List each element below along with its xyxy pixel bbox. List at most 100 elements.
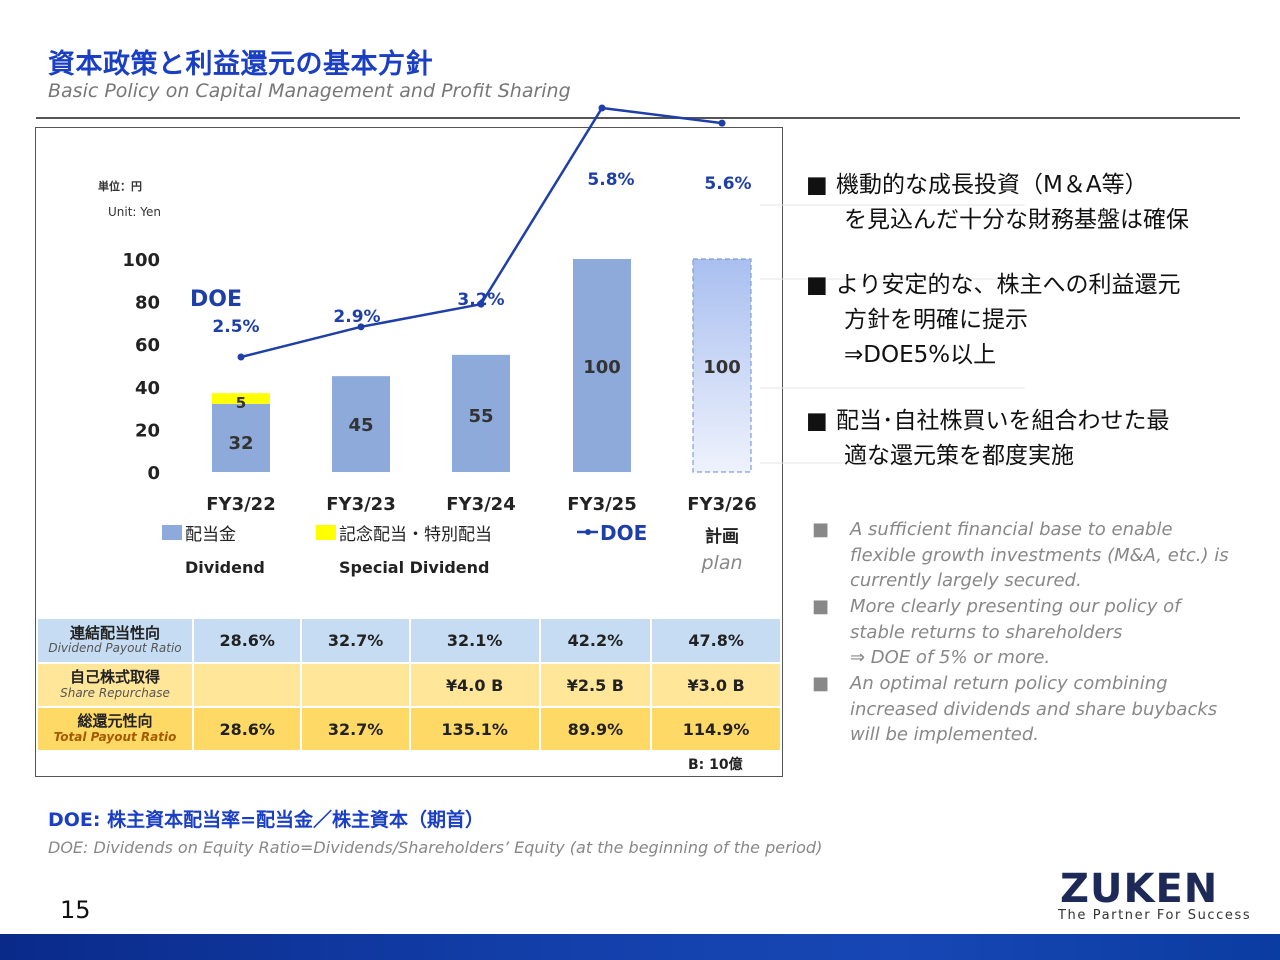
x-tick-label: FY3/25 <box>567 494 636 515</box>
square-bullet-icon: ■ <box>806 272 828 298</box>
y-tick-label: 60 <box>135 335 160 356</box>
square-bullet-icon: ■ <box>806 408 828 434</box>
table-row-header: 自己株式取得 Share Repurchase <box>38 664 192 706</box>
row-label-jp: 連結配当性向 <box>69 623 160 642</box>
doe-value-label: 3.2% <box>457 290 504 310</box>
doe-point <box>357 323 365 331</box>
table-cell: 28.6% <box>194 708 301 750</box>
table-cell: ¥3.0 B <box>652 664 780 706</box>
dividend-value-label: 100 <box>703 357 741 378</box>
table-cell <box>194 664 301 706</box>
table-row: 総還元性向 Total Payout Ratio 28.6% 32.7% 135.1% 8… <box>38 708 780 750</box>
doe-point <box>477 300 485 308</box>
y-tick-label: 0 <box>147 463 160 484</box>
dividend-value-label: 100 <box>583 357 621 378</box>
bullet-line: ⇒DOE5%以上 <box>844 342 997 368</box>
y-tick-label: 20 <box>135 420 160 441</box>
zuken-logo: ZUKEN <box>1060 866 1219 912</box>
bullet-jp: ■ 配当･自社株買いを組合わせた最適な還元策を都度実施 <box>806 404 1170 474</box>
table-cell: 32.1% <box>410 619 539 662</box>
bullet-en: ■ A sufficient financial base to enable fl… <box>812 517 1229 594</box>
special-dividend-value-label: 5 <box>236 394 246 412</box>
dividend-value-label: 45 <box>348 415 373 436</box>
bullet-line: More clearly presenting our policy of <box>850 596 1181 617</box>
bullet-line: を見込んだ十分な財務基盤は確保 <box>844 207 1189 233</box>
legend-swatch-dividend <box>162 525 182 540</box>
square-bullet-icon: ■ <box>806 172 828 198</box>
title-divider <box>36 117 1240 119</box>
doe-series-label: DOE <box>190 287 242 312</box>
bullet-en: ■ An optimal return policy combining incre… <box>812 671 1217 748</box>
doe-definition-jp: DOE: 株主資本配当率=配当金／株主資本（期首） <box>48 809 485 831</box>
doe-value-label: 2.9% <box>333 307 380 327</box>
legend-swatch-special <box>316 525 336 540</box>
table-cell: 114.9% <box>652 708 780 750</box>
bullet-jp: ■ 機動的な成長投資（M＆A等） を見込んだ十分な財務基盤は確保 <box>806 168 1189 238</box>
bullet-line: stable returns to shareholders <box>850 621 1123 643</box>
square-bullet-icon: ■ <box>812 596 830 617</box>
legend-swatch-doe-point <box>585 529 591 535</box>
table-row-header: 総還元性向 Total Payout Ratio <box>38 708 192 750</box>
bullet-line: A sufficient financial base to enable <box>850 519 1173 540</box>
doe-value-label: 5.8% <box>587 170 634 190</box>
legend-label-doe: DOE <box>600 521 647 545</box>
row-label-en: Dividend Payout Ratio <box>48 641 182 656</box>
dividend-bar-plan <box>692 258 752 473</box>
doe-point <box>718 119 726 127</box>
bullet-line: より安定的な、株主への利益還元 <box>836 272 1181 298</box>
plan-label-en: plan <box>700 552 742 574</box>
table-cell: 32.7% <box>302 619 409 662</box>
legend-label-special: 記念配当・特別配当 <box>339 524 492 545</box>
dividend-bar <box>573 259 631 472</box>
chart-frame <box>35 127 783 777</box>
page-title: 資本政策と利益還元の基本方針 <box>48 49 433 80</box>
table-cell: 42.2% <box>540 619 651 662</box>
unit-label-jp: 単位：円 <box>98 179 142 193</box>
table-cell <box>302 664 409 706</box>
row-label-en: Share Repurchase <box>60 685 170 700</box>
special-dividend-bar <box>212 393 270 404</box>
table-cell: ¥2.5 B <box>540 664 651 706</box>
table-cell: 89.9% <box>540 708 651 750</box>
square-bullet-icon: ■ <box>812 673 830 694</box>
payout-table: 連結配当性向 Dividend Payout Ratio 28.6% 32.7% 32.… <box>36 617 782 752</box>
bullet-line: increased dividends and share buybacks <box>850 698 1218 720</box>
bullet-line: will be implemented. <box>850 724 1039 745</box>
bullet-line: currently largely secured. <box>850 570 1082 591</box>
dividend-value-label: 55 <box>468 406 493 427</box>
bullet-line: 配当･自社株買いを組合わせた最 <box>836 408 1170 434</box>
doe-point <box>598 104 606 112</box>
plan-label-jp: 計画 <box>705 526 739 547</box>
doe-value-label: 5.6% <box>704 174 751 194</box>
dividend-bar <box>212 403 270 472</box>
table-row: 連結配当性向 Dividend Payout Ratio 28.6% 32.7% 32.… <box>38 619 780 662</box>
x-tick-label: FY3/22 <box>206 494 275 515</box>
unit-label-en: Unit: Yen <box>108 205 161 219</box>
legend-label-dividend: 配当金 <box>185 525 236 545</box>
y-tick-label: 100 <box>122 250 160 271</box>
page-number: 15 <box>60 896 91 924</box>
table-cell: ¥4.0 B <box>410 664 539 706</box>
square-bullet-icon: ■ <box>812 519 830 540</box>
x-tick-label: FY3/23 <box>326 494 395 515</box>
bullet-line: 方針を明確に提示 <box>844 307 1028 333</box>
legend-label-dividend-en: Dividend <box>185 558 265 577</box>
table-unit-note: B: 10億 <box>688 757 743 773</box>
doe-definition-en: DOE: Dividends on Equity Ratio=Dividends… <box>48 838 823 857</box>
bullet-line: 適な還元策を都度実施 <box>844 443 1074 469</box>
bullet-jp: ■ より安定的な、株主への利益還元方針を明確に提示 ⇒DOE5%以上 <box>806 268 1181 373</box>
x-tick-label: FY3/24 <box>446 494 515 515</box>
logo-tagline: The Partner For Success <box>1058 908 1252 923</box>
table-cell: 28.6% <box>194 619 301 662</box>
footer-band <box>0 934 1280 960</box>
legend-label-special-en: Special Dividend <box>339 558 489 577</box>
bullet-en: ■ More clearly presenting our policy of st… <box>812 594 1181 671</box>
dividend-bar <box>452 354 510 472</box>
table-row: 自己株式取得 Share Repurchase ¥4.0 B ¥2.5 B ¥3.0 B <box>38 664 780 706</box>
row-label-en: Total Payout Ratio <box>53 729 177 744</box>
doe-value-label: 2.5% <box>212 317 259 337</box>
y-tick-label: 80 <box>135 293 160 314</box>
row-label-jp: 総還元性向 <box>77 712 153 731</box>
page-subtitle: Basic Policy on Capital Management and P… <box>48 80 571 102</box>
